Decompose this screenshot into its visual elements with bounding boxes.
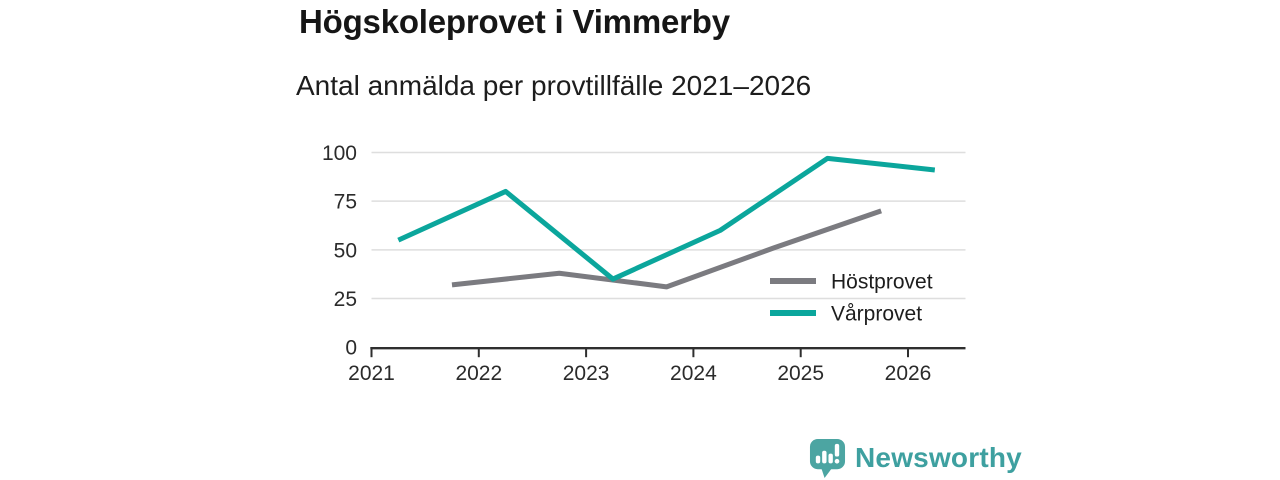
series-line-vårprovet bbox=[397, 155, 936, 282]
brand-footer: Newsworthy bbox=[809, 438, 1022, 478]
logo-bar-tall bbox=[822, 450, 827, 463]
legend-label-vårprovet: Vårprovet bbox=[831, 303, 922, 326]
logo-bar-medium bbox=[828, 453, 833, 463]
newsworthy-logo-icon bbox=[809, 438, 846, 478]
y-axis-tick-label: 100 bbox=[322, 142, 357, 165]
brand-name: Newsworthy bbox=[855, 442, 1022, 473]
y-axis-tick-label: 75 bbox=[334, 191, 357, 214]
y-axis-tick-label: 0 bbox=[345, 337, 357, 360]
x-axis-tick-label: 2025 bbox=[777, 362, 824, 385]
series-line-höstprovet bbox=[451, 208, 882, 290]
x-axis-tick-label: 2022 bbox=[455, 362, 502, 385]
logo-exclamation-stem bbox=[834, 443, 840, 457]
y-axis-tick-label: 25 bbox=[334, 288, 357, 311]
x-axis-tick-label: 2023 bbox=[563, 362, 610, 385]
logo-exclamation-dot bbox=[834, 458, 840, 464]
chart-subtitle: Antal anmälda per provtillfälle 2021–202… bbox=[296, 70, 812, 101]
legend-label-höstprovet: Höstprovet bbox=[831, 271, 933, 294]
x-axis-tick-label: 2024 bbox=[670, 362, 717, 385]
x-axis-tick-label: 2026 bbox=[885, 362, 932, 385]
chart-title: Högskoleprovet i Vimmerby bbox=[299, 3, 730, 40]
y-axis-tick-label: 50 bbox=[334, 239, 357, 262]
logo-bar-short bbox=[815, 455, 821, 463]
x-axis-tick-label: 2021 bbox=[348, 362, 395, 385]
